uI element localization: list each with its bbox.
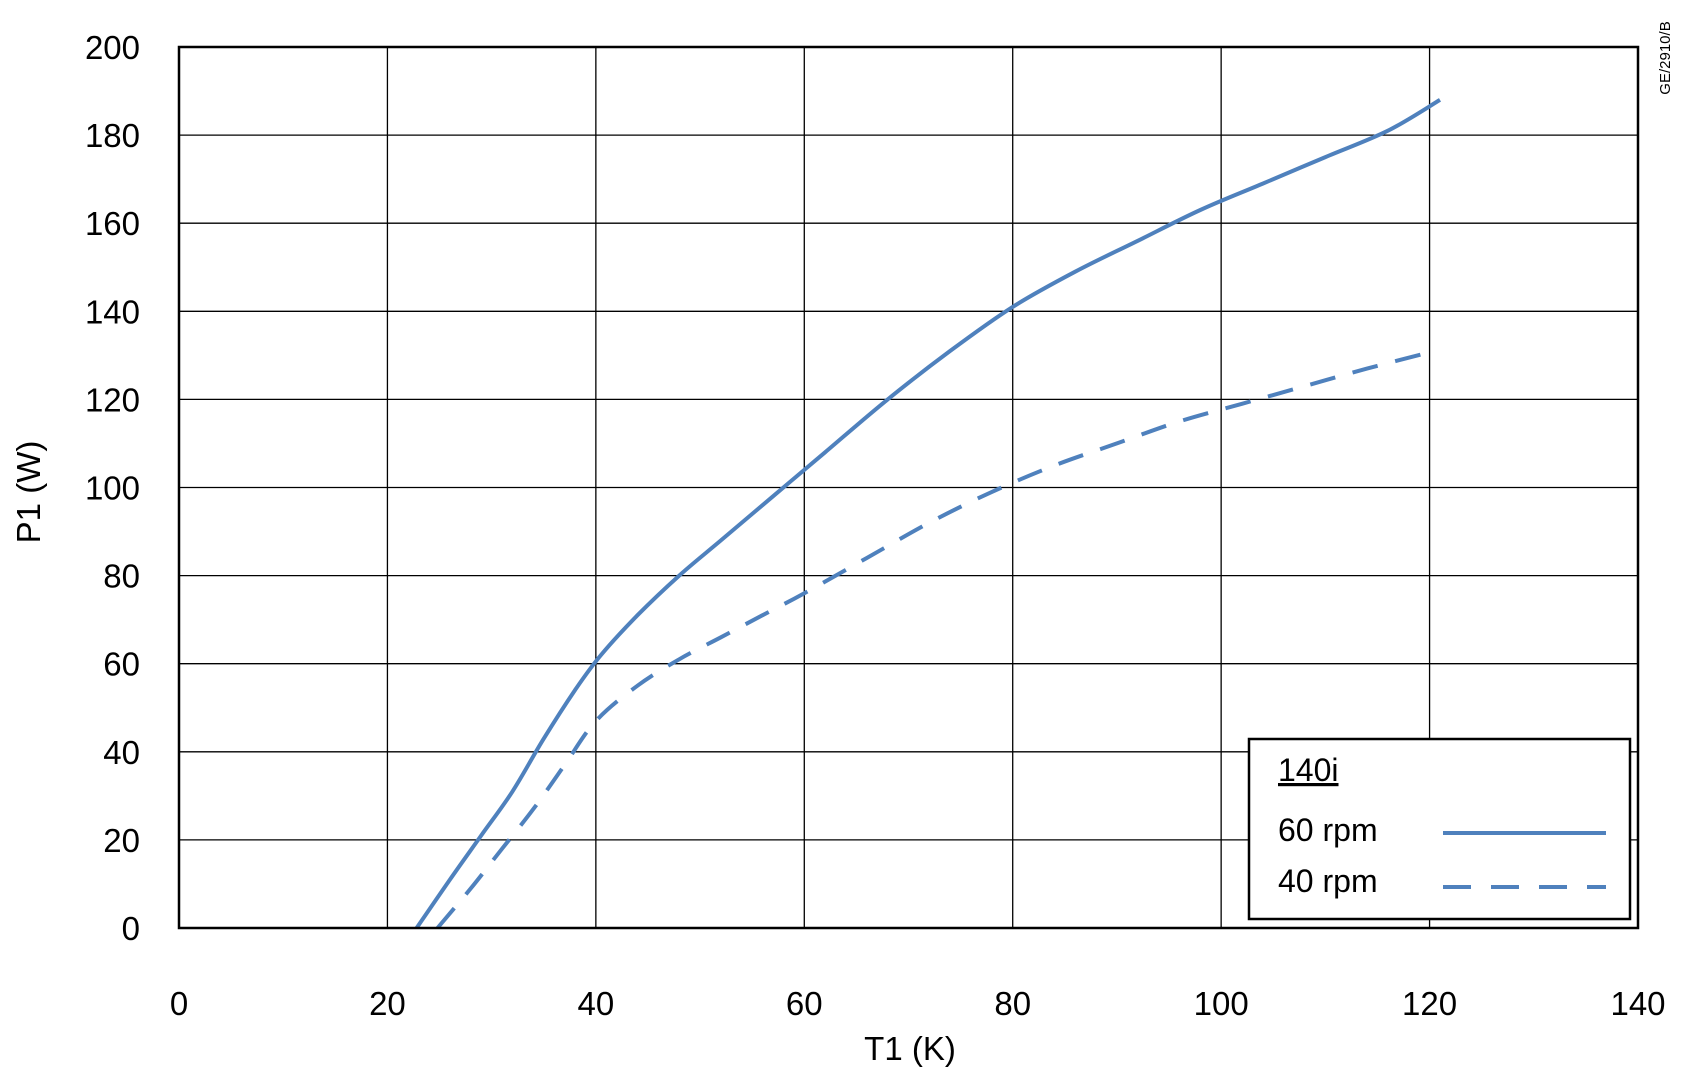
x-tick-label: 100	[1194, 985, 1249, 1022]
y-axis-label: P1 (W)	[10, 441, 47, 544]
x-tick-label: 120	[1402, 985, 1457, 1022]
legend-title: 140i	[1278, 752, 1339, 788]
y-tick-label: 180	[85, 117, 140, 154]
plot-frame	[177, 45, 1640, 930]
x-tick-label: 60	[786, 985, 823, 1022]
series-line-40-rpm	[435, 348, 1436, 930]
x-tick-label: 80	[994, 985, 1031, 1022]
legend-label-40rpm: 40 rpm	[1278, 863, 1378, 899]
y-tick-label: 120	[85, 381, 140, 418]
y-tick-label: 60	[103, 646, 140, 683]
series-layer	[414, 98, 1442, 930]
legend: 140i 60 rpm 40 rpm	[1247, 737, 1632, 921]
series-line-60-rpm	[414, 98, 1442, 930]
tick-labels: 0 20 40 60 80 100 120 140 0 20 40 60 80 100 120 140 160 1…	[85, 29, 1666, 1022]
x-tick-label: 0	[170, 985, 188, 1022]
grid	[179, 47, 1638, 928]
y-tick-label: 0	[122, 910, 140, 947]
legend-label-60rpm: 60 rpm	[1278, 812, 1378, 848]
y-tick-label: 20	[103, 822, 140, 859]
figure-code: GE/2910/B	[1657, 21, 1674, 94]
y-tick-label: 140	[85, 293, 140, 330]
y-tick-label: 80	[103, 558, 140, 595]
y-tick-label: 160	[85, 205, 140, 242]
x-tick-label: 40	[577, 985, 614, 1022]
y-tick-label: 100	[85, 470, 140, 507]
y-tick-label: 40	[103, 734, 140, 771]
y-tick-label: 200	[85, 29, 140, 66]
x-tick-label: 140	[1610, 985, 1665, 1022]
x-tick-label: 20	[369, 985, 406, 1022]
x-axis-label: T1 (K)	[864, 1030, 956, 1067]
